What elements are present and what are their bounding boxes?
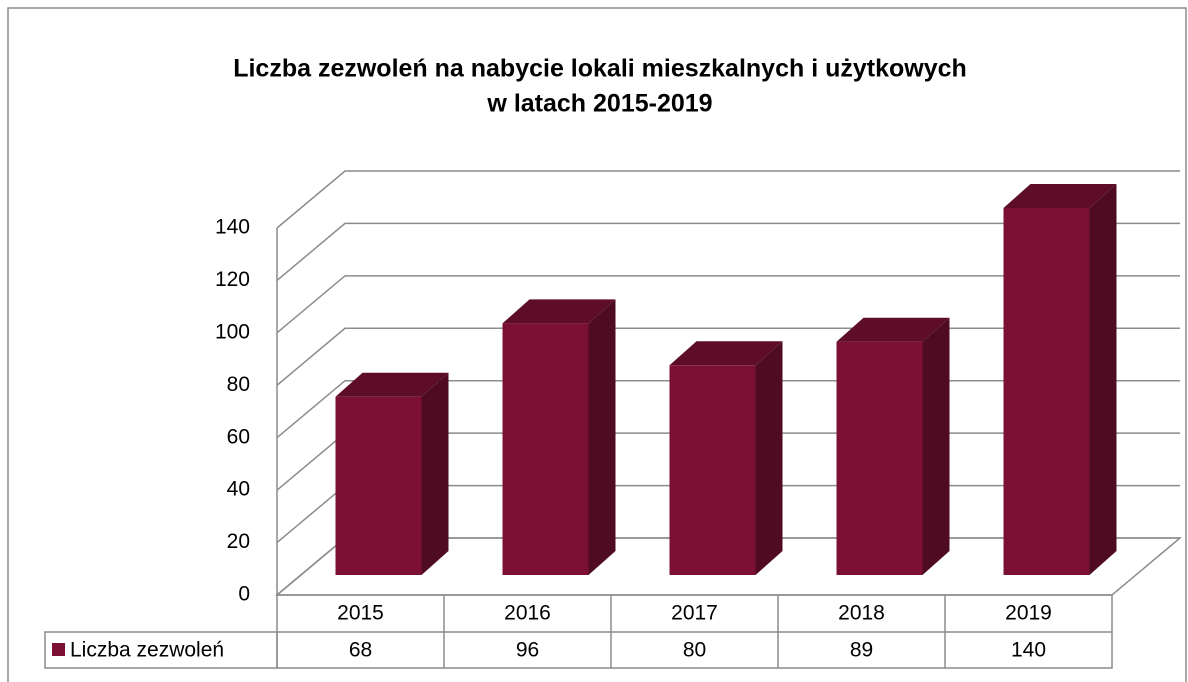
bar-top	[836, 317, 950, 342]
y-tick-label: 120	[215, 268, 250, 291]
bar-side	[1089, 184, 1117, 575]
y-tick-label: 0	[238, 583, 250, 606]
x-tick-label: 2019	[1005, 602, 1052, 625]
grid-line	[276, 170, 1180, 229]
bar-top	[669, 341, 783, 366]
bar-side	[421, 372, 449, 575]
bar	[502, 323, 589, 575]
bar-top	[335, 372, 449, 397]
table-value: 96	[516, 639, 539, 662]
legend-label: Liczba zezwoleń	[70, 639, 224, 662]
y-tick-label: 140	[215, 216, 250, 239]
bar	[1003, 208, 1090, 575]
table-value: 68	[349, 639, 372, 662]
bar-side	[588, 299, 616, 575]
bar	[335, 396, 422, 575]
grid-line	[276, 222, 1180, 282]
grid-line	[276, 275, 1180, 334]
x-tick-label: 2018	[838, 602, 885, 625]
table-value: 89	[850, 639, 873, 662]
x-tick-label: 2016	[504, 602, 551, 625]
bar-side	[922, 317, 950, 575]
bar-top	[1003, 184, 1117, 208]
y-tick-label: 100	[215, 320, 250, 343]
x-tick-label: 2017	[671, 602, 718, 625]
y-tick-label: 20	[227, 530, 250, 553]
bar	[669, 365, 756, 575]
table-value: 80	[683, 639, 706, 662]
bar-top	[502, 299, 616, 324]
bar	[836, 341, 923, 575]
y-tick-label: 40	[227, 478, 250, 501]
y-tick-label: 80	[227, 373, 250, 396]
bar-side	[755, 341, 783, 575]
y-tick-label: 60	[227, 425, 250, 448]
chart-title: w latach 2015-2019	[486, 90, 712, 118]
legend-swatch	[52, 643, 65, 656]
table-value: 140	[1011, 639, 1046, 662]
x-tick-label: 2015	[337, 602, 384, 625]
table-border	[44, 631, 278, 669]
chart-title: Liczba zezwoleń na nabycie lokali mieszk…	[233, 55, 967, 83]
